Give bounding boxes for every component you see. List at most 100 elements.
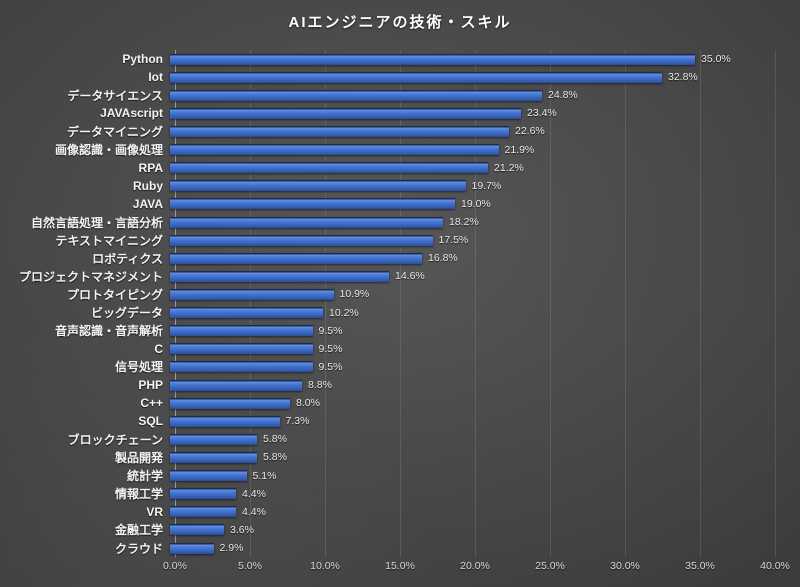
- bar-row: Python 35.0%: [0, 50, 800, 68]
- row-plot: 10.9%: [170, 285, 770, 303]
- category-label: プロトタイピング: [66, 287, 163, 302]
- row-plot: 5.8%: [170, 448, 770, 466]
- gridline: [775, 50, 776, 557]
- bar: [170, 506, 236, 518]
- category-label: 音声認識・音声解析: [54, 324, 163, 339]
- bar-row: 画像認識・画像処理 21.9%: [0, 141, 800, 159]
- bar: [170, 107, 521, 119]
- category-label: クラウド: [114, 541, 163, 556]
- bar-value-label: 9.5%: [318, 324, 343, 337]
- bar-value-label: 9.5%: [318, 342, 343, 355]
- bar-value-label: 5.8%: [263, 451, 287, 464]
- y-axis-line: [175, 50, 176, 557]
- chart-title: AIエンジニアの技術・スキル: [288, 14, 512, 31]
- bar: [170, 198, 455, 210]
- bar-value-label: 18.2%: [449, 216, 479, 229]
- row-plot: 16.8%: [170, 249, 770, 267]
- bar: [170, 451, 257, 463]
- row-plot: 35.0%: [170, 50, 770, 68]
- category-label: 金融工学: [114, 523, 163, 538]
- category-label: プロジェクトマネジメント: [18, 269, 163, 284]
- bar-value-label: 17.5%: [438, 234, 469, 247]
- row-plot: 4.4%: [170, 503, 770, 521]
- gridline: [325, 50, 326, 557]
- bar-value-label: 4.4%: [242, 505, 266, 518]
- bar-value-label: 23.4%: [527, 107, 557, 120]
- category-label: データサイエンス: [67, 88, 163, 103]
- bar: [170, 216, 443, 228]
- row-plot: 5.8%: [170, 430, 770, 448]
- bar: [170, 180, 466, 192]
- category-label: C++: [140, 396, 163, 411]
- bar-row: JAVA 19.0%: [0, 195, 800, 213]
- gridline: [400, 50, 401, 557]
- bar: [170, 162, 488, 174]
- bar-row: クラウド 2.9%: [0, 539, 800, 557]
- row-plot: 21.2%: [170, 159, 770, 177]
- bar: [170, 144, 499, 156]
- row-plot: 4.4%: [170, 485, 770, 503]
- category-label: Ruby: [133, 178, 163, 193]
- x-tick-label: 15.0%: [385, 560, 415, 572]
- category-label: 情報工学: [114, 487, 163, 502]
- x-tick-label: 30.0%: [610, 560, 640, 572]
- bar: [170, 89, 542, 101]
- bar-row: 統計学 5.1%: [0, 467, 800, 485]
- row-plot: 9.5%: [170, 358, 770, 376]
- category-label: JAVA: [132, 196, 163, 211]
- bar-value-label: 19.0%: [461, 197, 491, 210]
- row-plot: 8.8%: [170, 376, 770, 394]
- bar-value-label: 35.0%: [701, 53, 731, 66]
- bar: [170, 71, 662, 83]
- bar-row: 金融工学 3.6%: [0, 521, 800, 539]
- bar-row: RPA 21.2%: [0, 159, 800, 177]
- category-label: 統計学: [126, 469, 163, 484]
- bar: [170, 361, 313, 373]
- bar-value-label: 8.8%: [308, 379, 332, 392]
- bar-row: 信号処理 9.5%: [0, 358, 800, 376]
- bar: [170, 488, 236, 500]
- bar-row: プロトタイピング 10.9%: [0, 285, 800, 303]
- bar-value-label: 5.8%: [263, 433, 287, 446]
- bar: [170, 524, 224, 536]
- category-label: ロボティクス: [92, 251, 163, 266]
- x-tick-label: 25.0%: [535, 560, 565, 572]
- bar-row: テキストマイニング 17.5%: [0, 231, 800, 249]
- x-axis: 0.0% 5.0% 10.0% 15.0% 20.0% 25.0% 30.0% 35.0% 40…: [163, 560, 790, 576]
- bar: [170, 252, 422, 264]
- row-plot: 32.8%: [170, 68, 770, 86]
- bar-value-label: 24.8%: [548, 89, 578, 102]
- bar-value-label: 7.3%: [285, 415, 310, 428]
- bar-value-label: 9.5%: [318, 360, 343, 373]
- bar-value-label: 4.4%: [242, 487, 266, 500]
- category-label: JAVAscript: [100, 106, 163, 121]
- row-plot: 9.5%: [170, 322, 770, 340]
- bar: [170, 325, 313, 337]
- bar-value-label: 5.1%: [252, 469, 277, 482]
- gridline: [250, 50, 251, 557]
- category-label: RPA: [138, 160, 163, 175]
- category-label: 製品開発: [114, 450, 163, 465]
- row-plot: 22.6%: [170, 122, 770, 140]
- row-plot: 19.7%: [170, 177, 770, 195]
- row-plot: 21.9%: [170, 141, 770, 159]
- category-label: 画像認識・画像処理: [54, 143, 163, 158]
- gridline: [700, 50, 701, 557]
- bar-value-label: 10.2%: [329, 306, 359, 319]
- bar-row: プロジェクトマネジメント 14.6%: [0, 267, 800, 285]
- bar-value-label: 32.8%: [668, 71, 698, 84]
- row-plot: 17.5%: [170, 231, 770, 249]
- bar-rows: Python 35.0% Iot 32.8% データサイエンス 24.8% JAVAscri…: [0, 50, 800, 557]
- bar: [170, 343, 313, 355]
- bar-row: Iot 32.8%: [0, 68, 800, 86]
- row-plot: 9.5%: [170, 340, 770, 358]
- bar-row: ロボティクス 16.8%: [0, 249, 800, 267]
- category-label: テキストマイニング: [55, 233, 163, 248]
- bar-row: C++ 8.0%: [0, 394, 800, 412]
- category-label: ビッグデータ: [90, 306, 163, 321]
- bar: [170, 234, 433, 246]
- bar-row: 情報工学 4.4%: [0, 485, 800, 503]
- bar: [170, 53, 695, 65]
- row-plot: 8.0%: [170, 394, 770, 412]
- x-tick-label: 0.0%: [163, 560, 187, 572]
